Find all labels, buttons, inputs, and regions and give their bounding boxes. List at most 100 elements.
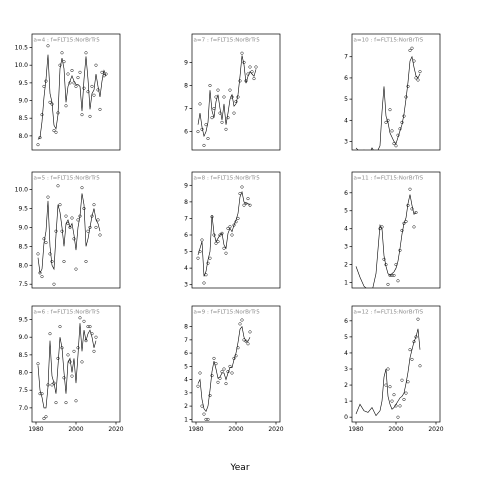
data-point — [404, 219, 408, 224]
data-point — [206, 136, 210, 141]
data-point — [244, 339, 248, 343]
data-point — [38, 271, 42, 275]
data-point — [384, 383, 388, 387]
y-tick-label: 7.5 — [18, 387, 28, 394]
data-point — [82, 319, 86, 323]
data-point — [48, 252, 52, 256]
data-point — [84, 259, 88, 264]
data-point — [400, 378, 404, 382]
data-point — [218, 376, 222, 380]
data-point — [78, 70, 82, 74]
data-point — [224, 251, 228, 255]
data-point — [400, 228, 404, 233]
data-point — [196, 130, 200, 134]
data-point — [230, 371, 234, 375]
data-point — [388, 108, 392, 112]
data-point — [418, 364, 422, 368]
data-point — [394, 263, 398, 267]
y-tick-label: 5 — [184, 249, 188, 256]
data-point — [46, 195, 50, 199]
data-point — [54, 229, 58, 233]
y-tick-label: 2 — [344, 382, 348, 389]
data-point — [62, 60, 66, 64]
data-point — [64, 214, 68, 218]
data-point — [212, 106, 216, 111]
data-point — [408, 187, 412, 191]
data-point — [248, 65, 252, 69]
panel: a=4 : f=FLT15:NorBrTr5 8.0 8.5 9.0 9.5 10.0 10… — [15, 33, 121, 151]
panel-frame — [191, 171, 281, 289]
y-tick-label: 2 — [184, 403, 188, 410]
data-point — [92, 93, 96, 97]
data-point — [42, 237, 46, 241]
y-tick-label: 8.0 — [18, 370, 28, 377]
data-point — [380, 225, 384, 229]
y-tick-label: 9 — [184, 59, 188, 66]
y-tick-label: 6 — [184, 129, 188, 136]
y-tick-label: 9.0 — [18, 334, 28, 341]
data-point — [234, 354, 238, 358]
data-point — [224, 127, 228, 131]
data-point — [86, 325, 90, 329]
data-point — [70, 216, 74, 220]
data-point — [246, 342, 250, 346]
panel: a=11 : f=FLT15:NorBrTr5 1 2 3 4 5 6 — [344, 171, 441, 289]
data-point — [50, 383, 54, 387]
data-point — [80, 360, 84, 364]
data-point — [240, 185, 244, 189]
data-point — [68, 360, 72, 364]
y-tick-label: 7.0 — [18, 405, 28, 412]
data-point — [70, 374, 74, 378]
data-point — [246, 197, 250, 201]
y-tick-label: 3 — [344, 366, 348, 373]
data-point — [216, 240, 220, 244]
data-point — [392, 142, 396, 146]
y-tick-label: 8.5 — [18, 243, 28, 250]
data-point — [88, 114, 92, 118]
y-tick-label: 6 — [344, 318, 348, 325]
data-point — [64, 104, 68, 108]
data-point — [410, 207, 414, 211]
data-point — [204, 273, 208, 277]
data-point — [70, 68, 74, 73]
data-point — [204, 123, 208, 127]
y-tick-label: 10.5 — [15, 45, 29, 52]
data-point — [38, 392, 42, 396]
data-point — [378, 227, 382, 231]
data-point — [78, 316, 82, 320]
data-point — [54, 401, 58, 405]
panel-label: a=12 : f=FLT15:NorBrTr5 — [354, 310, 424, 316]
data-point — [52, 381, 56, 385]
data-point — [76, 346, 80, 350]
data-point — [208, 393, 212, 398]
data-point — [384, 120, 388, 124]
data-point — [196, 256, 200, 260]
data-point — [198, 250, 202, 254]
data-point — [62, 259, 66, 264]
data-point — [44, 415, 48, 419]
data-point — [248, 330, 252, 334]
data-point — [402, 114, 406, 118]
data-point — [396, 415, 400, 419]
data-point — [48, 100, 52, 104]
panel-frame — [191, 305, 281, 423]
panel: a=6 : f=FLT15:NorBrTr5 7.0 7.5 8.0 8.5 9.0 9.5… — [18, 305, 124, 433]
data-point — [198, 371, 202, 375]
data-point — [210, 116, 214, 120]
data-point — [386, 367, 390, 371]
data-point — [230, 95, 234, 99]
data-point — [222, 367, 226, 371]
data-point — [64, 401, 68, 405]
data-point — [94, 63, 98, 67]
data-point — [406, 203, 410, 207]
data-point — [62, 376, 66, 380]
y-tick-label: 10.0 — [15, 62, 29, 69]
data-point — [392, 273, 396, 277]
panel-frame — [191, 33, 281, 151]
y-tick-label: 9.0 — [18, 98, 28, 105]
data-point — [232, 223, 236, 227]
data-point — [200, 238, 204, 242]
data-point — [88, 325, 92, 329]
data-point — [402, 397, 406, 402]
data-point — [68, 81, 72, 85]
